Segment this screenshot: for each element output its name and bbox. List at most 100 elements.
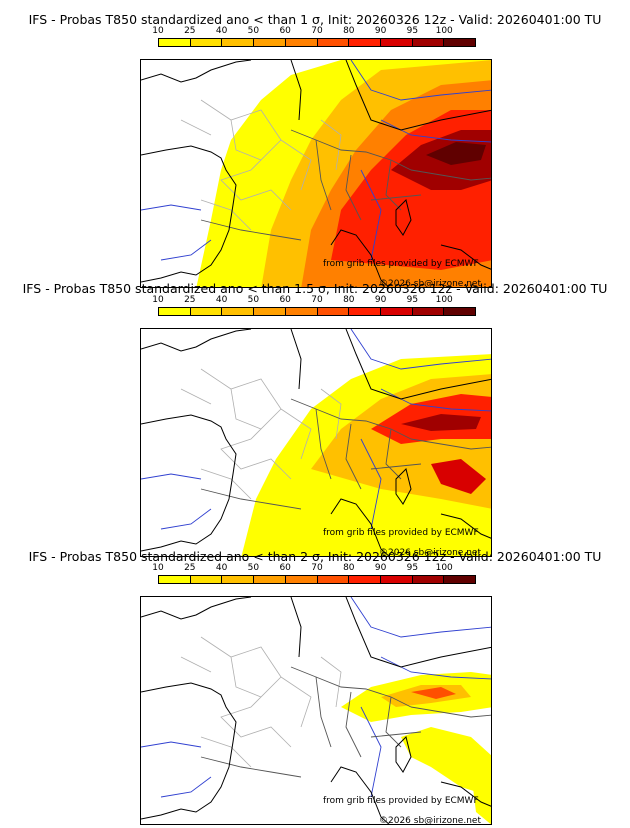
colorbar-tick-label: 95 [406,563,419,573]
probability-contour [426,142,486,165]
colorbar-swatch [159,576,191,583]
colorbar-swatch [285,308,318,315]
colorbar-swatch [380,39,413,46]
forecast-panel-2: IFS - Probas T850 standardized ano < tha… [0,281,630,557]
colorbar-swatch [380,576,413,583]
country-borders [200,129,491,241]
forecast-panel-3: IFS - Probas T850 standardized ano < tha… [0,549,630,825]
colorbar-tick-label: 40 [215,295,228,305]
admin-boundaries [180,99,342,231]
admin-boundaries [180,368,342,500]
colorbar-swatch [190,39,223,46]
coastline [141,597,491,824]
colorbar-swatch [444,308,476,315]
colorbar-tick-label: 60 [279,563,291,573]
colorbar-swatch [349,39,381,46]
panel-title: IFS - Probas T850 standardized ano < tha… [22,281,608,296]
colorbar-labels: 10 25 40 50 60 70 80 90 95 100 [152,563,476,575]
colorbar-swatch [254,308,286,315]
colorbar-tick-label: 100 [435,26,453,36]
panel-title: IFS - Probas T850 standardized ano < tha… [28,12,602,27]
colorbar [158,575,476,584]
colorbar-swatch [285,576,318,583]
panel-title: IFS - Probas T850 standardized ano < tha… [28,549,602,564]
colorbar-swatch [285,39,318,46]
forecast-panel-1: IFS - Probas T850 standardized ano < tha… [0,12,630,288]
colorbar-tick-label: 40 [215,563,228,573]
colorbar-swatch [412,576,445,583]
colorbar-tick-label: 25 [184,295,196,305]
colorbar-labels: 10 25 40 50 60 70 80 90 95 100 [152,295,476,307]
probability-map: from grib files provided by ECMWF ©2026 … [140,596,492,825]
coastline [141,329,491,556]
colorbar-tick-label: 100 [435,295,453,305]
rivers [141,597,491,798]
copyright-credit: ©2026 sb@irizone.net [379,548,481,557]
colorbar-tick-label: 90 [374,563,387,573]
admin-boundaries [180,636,342,768]
colorbar-swatch [412,308,445,315]
rivers [141,60,491,261]
colorbar-tick-label: 50 [247,295,260,305]
probability-contour [411,687,456,699]
colorbar [158,38,476,47]
probability-contour [471,767,491,824]
colorbar-tick-label: 25 [184,563,196,573]
colorbar-tick-label: 90 [374,26,387,36]
source-credit: from grib files provided by ECMWF [323,796,479,806]
probability-map: from grib files provided by ECMWF ©2026 … [140,328,492,557]
map-canvas [141,597,491,824]
colorbar-swatch [222,576,255,583]
map-canvas [141,329,491,556]
country-borders [200,666,491,778]
colorbar-tick-label: 10 [152,295,164,305]
country-borders [200,398,491,510]
colorbar-tick-label: 70 [311,295,323,305]
colorbar-tick-label: 100 [435,563,453,573]
colorbar-tick-label: 25 [184,26,196,36]
colorbar-swatch [317,576,350,583]
colorbar-tick-label: 50 [247,563,260,573]
colorbar-tick-label: 40 [215,26,228,36]
probability-contour [401,414,481,431]
colorbar-swatch [254,39,286,46]
probability-contour [401,727,491,797]
colorbar-swatch [444,39,476,46]
copyright-credit: ©2026 sb@irizone.net [379,279,481,288]
colorbar-tick-label: 95 [406,26,419,36]
colorbar-tick-label: 80 [343,26,355,36]
colorbar-swatch [159,308,191,315]
probability-map: from grib files provided by ECMWF ©2026 … [140,59,492,288]
colorbar-tick-label: 90 [374,295,387,305]
colorbar-swatch [190,576,223,583]
colorbar-tick-label: 60 [279,26,291,36]
colorbar-tick-label: 70 [311,26,323,36]
colorbar-swatch [412,39,445,46]
colorbar-swatch [349,308,381,315]
colorbar-swatch [317,308,350,315]
colorbar-tick-label: 50 [247,26,260,36]
colorbar-swatch [317,39,350,46]
copyright-credit: ©2026 sb@irizone.net [379,816,481,825]
colorbar-swatch [444,576,476,583]
colorbar-tick-label: 80 [343,563,355,573]
coastline [141,60,491,287]
probability-contour [431,459,486,494]
colorbar-swatch [190,308,223,315]
colorbar-swatch [380,308,413,315]
colorbar-swatch [222,308,255,315]
colorbar [158,307,476,316]
colorbar-swatch [159,39,191,46]
source-credit: from grib files provided by ECMWF [323,259,479,269]
source-credit: from grib files provided by ECMWF [323,528,479,538]
colorbar-tick-label: 60 [279,295,291,305]
colorbar-swatch [222,39,255,46]
map-canvas [141,60,491,287]
colorbar-swatch [254,576,286,583]
colorbar-swatch [349,576,381,583]
colorbar-tick-label: 95 [406,295,419,305]
rivers [141,329,491,530]
colorbar-tick-label: 10 [152,563,164,573]
colorbar-tick-label: 80 [343,295,355,305]
colorbar-tick-label: 10 [152,26,164,36]
